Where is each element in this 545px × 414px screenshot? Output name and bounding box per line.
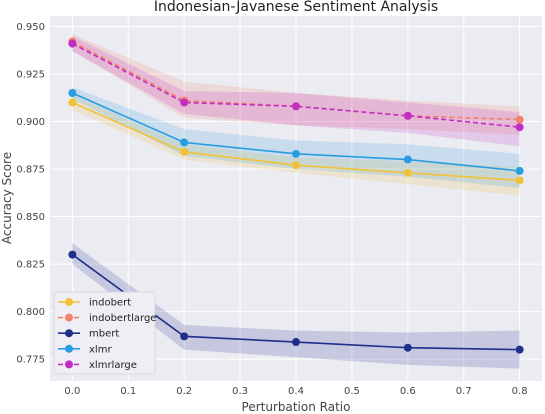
data-point-xlmr — [515, 166, 524, 175]
data-point-xlmr — [180, 138, 189, 147]
legend: indobert indobertlarge mbert xlmr xlmrlarge — [53, 291, 156, 375]
data-point-indobertlarge — [515, 115, 524, 124]
data-point-mbert — [403, 343, 412, 352]
legend-label-mbert: mbert — [89, 329, 119, 340]
data-point-xlmrlarge — [515, 123, 524, 132]
x-tick-label: 0.7 — [456, 386, 472, 397]
legend-items: indobert indobertlarge mbert xlmr xlmrlarge — [58, 298, 156, 371]
data-point-xlmr — [292, 149, 300, 158]
tick-label-layer: 0.0 0.1 0.2 0.3 0.4 0.5 0.6 0.7 0.8 0.775 0.800 0.8… — [16, 22, 527, 397]
data-point-xlmr — [403, 155, 412, 164]
x-tick-label: 0.1 — [120, 386, 136, 397]
y-axis-label: Accuracy Score — [0, 152, 14, 244]
data-point-indobert — [292, 161, 300, 170]
series-point-layer — [68, 37, 524, 354]
y-tick-label: 0.850 — [16, 212, 45, 223]
y-tick-label: 0.950 — [16, 22, 45, 33]
legend-marker-xlmrlarge — [65, 360, 73, 369]
x-tick-label: 0.6 — [400, 386, 416, 397]
x-axis-label: Perturbation Ratio — [242, 400, 351, 414]
data-point-xlmrlarge — [403, 111, 412, 120]
data-point-xlmrlarge — [68, 39, 77, 48]
data-point-indobert — [68, 98, 77, 107]
y-tick-label: 0.825 — [16, 260, 45, 271]
legend-label-indobertlarge: indobertlarge — [89, 313, 156, 324]
data-point-mbert — [180, 332, 189, 341]
y-tick-label: 0.775 — [16, 355, 45, 366]
data-point-xlmrlarge — [292, 102, 300, 111]
data-point-indobert — [180, 147, 189, 156]
series-line-xlmrlarge — [71, 42, 520, 129]
y-tick-label: 0.800 — [16, 307, 45, 318]
x-tick-label: 0.3 — [232, 386, 248, 397]
legend-marker-indobertlarge — [65, 313, 73, 322]
data-point-xlmr — [68, 88, 77, 97]
data-point-mbert — [292, 338, 300, 347]
chart-title: Indonesian-Javanese Sentiment Analysis — [154, 0, 438, 15]
x-tick-label: 0.8 — [512, 386, 528, 397]
legend-marker-mbert — [65, 329, 73, 338]
confidence-band-indobertlarge — [72, 34, 520, 135]
series-line-indobertlarge — [71, 40, 520, 121]
y-tick-label: 0.875 — [16, 165, 45, 176]
x-tick-label: 0.4 — [288, 386, 304, 397]
legend-marker-xlmr — [65, 344, 73, 353]
y-tick-label: 0.900 — [16, 117, 45, 128]
legend-box — [53, 291, 156, 375]
data-point-indobert — [403, 168, 412, 177]
data-point-xlmrlarge — [180, 98, 189, 107]
x-tick-label: 0.5 — [344, 386, 360, 397]
legend-marker-indobert — [65, 298, 73, 306]
legend-label-xlmr: xlmr — [89, 344, 112, 355]
legend-label-xlmrlarge: xlmrlarge — [89, 360, 137, 371]
legend-label-indobert: indobert — [89, 298, 131, 309]
x-tick-label: 0.0 — [64, 386, 80, 397]
data-point-indobert — [515, 176, 524, 185]
y-tick-label: 0.925 — [16, 69, 45, 80]
x-tick-label: 0.2 — [176, 386, 192, 397]
data-point-mbert — [515, 345, 524, 354]
data-point-mbert — [68, 250, 77, 259]
